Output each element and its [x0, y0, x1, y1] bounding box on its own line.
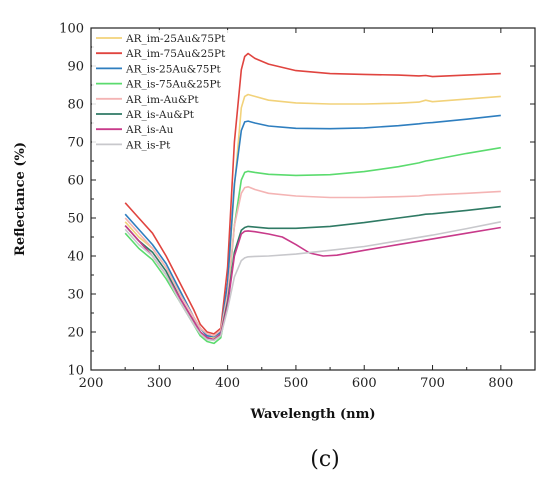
legend: AR_im-25Au&75Pt AR_im-75Au&25Pt AR_is-25Au…	[92, 30, 232, 158]
x-axis-title: Wavelength (nm)	[250, 407, 376, 422]
x-tick-label: 800	[488, 376, 513, 391]
x-tick-label: 600	[352, 376, 377, 391]
legend-label-6: AR_is-Au&Pt	[125, 109, 195, 121]
x-tick-label: 500	[284, 376, 309, 391]
legend-label-4: AR_is-75Au&25Pt	[125, 79, 222, 91]
x-tick-label: 400	[215, 376, 240, 391]
series-layer	[124, 52, 501, 345]
legend-label-2: AR_im-75Au&25Pt	[125, 48, 226, 60]
y-tick-label: 20	[67, 326, 84, 341]
legend-box	[92, 30, 232, 158]
series-line-6	[124, 205, 501, 341]
series-line-5	[124, 186, 501, 337]
legend-label-1: AR_im-25Au&75Pt	[125, 33, 226, 45]
y-tick-label: 70	[67, 136, 84, 151]
y-tick-label: 10	[67, 364, 84, 379]
y-tick-label: 100	[59, 22, 84, 37]
legend-label-8: AR_is-Pt	[125, 139, 171, 151]
y-tick-label: 90	[67, 60, 84, 75]
x-tick-label: 300	[147, 376, 172, 391]
y-axis-title: Reflectance (%)	[13, 142, 28, 256]
y-tick-label: 60	[67, 174, 84, 189]
series-line-8	[124, 221, 501, 342]
y-tick-label: 40	[67, 250, 84, 265]
y-tick-label: 50	[67, 212, 84, 227]
y-tick-label: 80	[67, 98, 84, 113]
series-line-7	[124, 225, 501, 341]
panel-label: (c)	[310, 447, 340, 472]
series-line-3	[124, 114, 501, 338]
series-line-4	[124, 146, 501, 345]
legend-label-7: AR_is-Au	[125, 124, 174, 136]
series-line-2	[124, 52, 501, 335]
x-tick-label: 700	[420, 376, 445, 391]
axes-layer: 200 300 400 500 600 700 800 10 20 30 40 50 60 70 80 90 1…	[59, 22, 535, 391]
x-tick-label: 200	[79, 376, 104, 391]
y-tick-label: 30	[67, 288, 84, 303]
legend-label-5: AR_im-Au&Pt	[125, 94, 199, 106]
legend-label-3: AR_is-25Au&75Pt	[125, 63, 222, 75]
